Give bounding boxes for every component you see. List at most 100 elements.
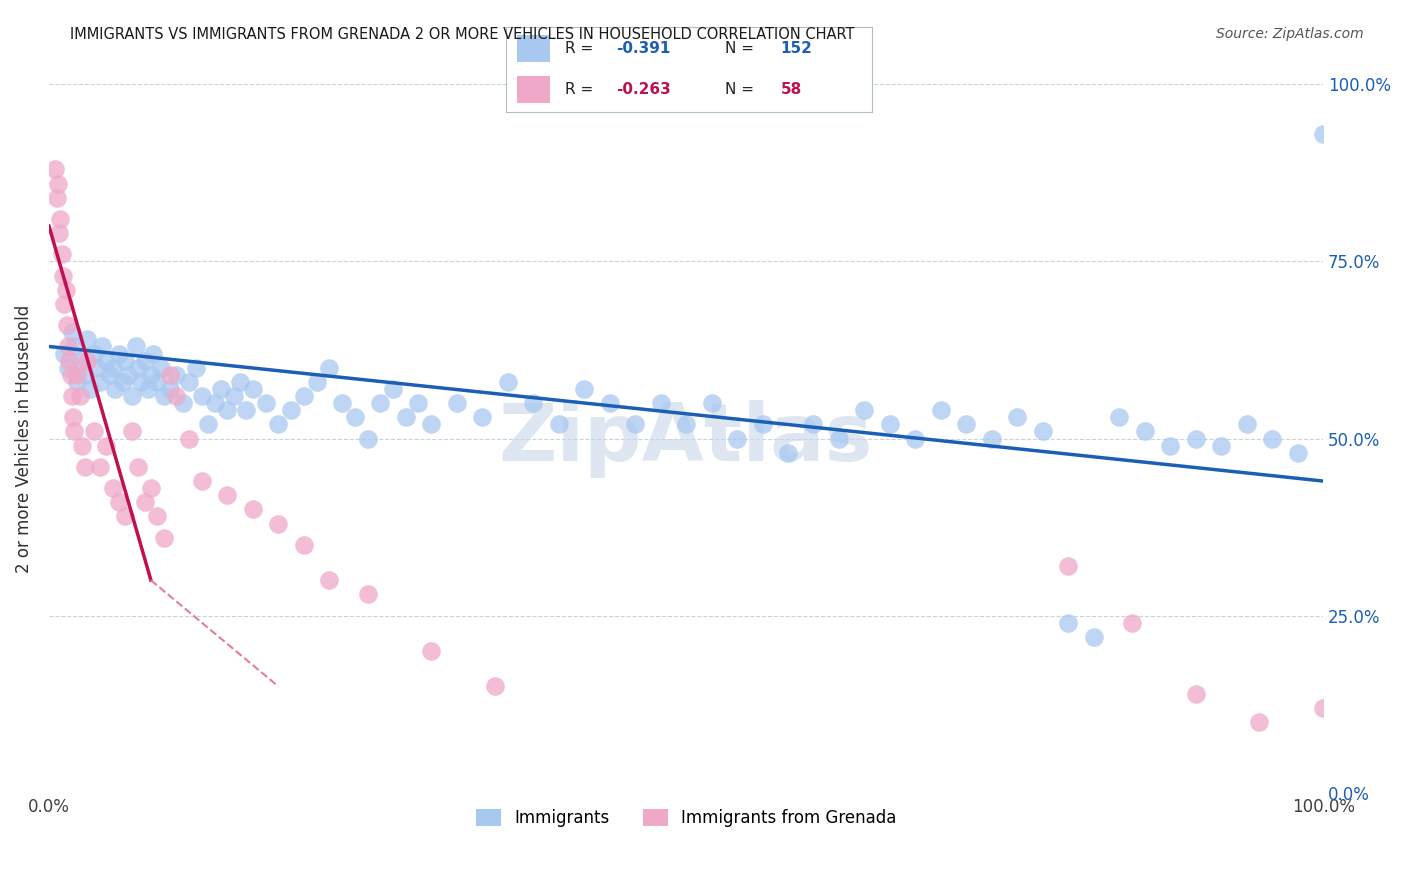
Point [751, 417, 773, 432]
Point [267, 417, 290, 432]
Point [73, 459, 96, 474]
Point [700, 396, 723, 410]
Point [63, 425, 86, 439]
Legend: Immigrants, Immigrants from Grenada: Immigrants, Immigrants from Grenada [470, 803, 903, 834]
Point [159, 382, 181, 396]
Point [150, 360, 173, 375]
Point [1007, 410, 1029, 425]
Point [127, 459, 149, 474]
Point [382, 382, 405, 396]
Point [330, 396, 353, 410]
Point [267, 516, 290, 531]
Point [484, 680, 506, 694]
Point [73, 368, 96, 382]
Point [599, 396, 621, 410]
Point [292, 538, 315, 552]
Point [980, 432, 1002, 446]
Point [114, 509, 136, 524]
Point [59, 368, 82, 382]
Point [56, 339, 79, 353]
Point [104, 382, 127, 396]
Point [446, 396, 468, 410]
Point [197, 417, 219, 432]
Point [254, 396, 277, 410]
Point [522, 396, 544, 410]
Point [725, 432, 748, 446]
Point [66, 368, 89, 382]
Point [83, 425, 105, 439]
Point [142, 346, 165, 360]
Point [318, 360, 340, 375]
Point [1032, 425, 1054, 439]
Point [121, 425, 143, 439]
Point [89, 375, 111, 389]
Point [55, 283, 77, 297]
Point [48, 226, 70, 240]
Point [138, 382, 160, 396]
Point [146, 509, 169, 524]
Point [191, 474, 214, 488]
Point [547, 417, 569, 432]
Text: 152: 152 [780, 41, 813, 56]
Point [53, 346, 76, 360]
Point [1057, 615, 1080, 630]
Point [209, 382, 232, 396]
Point [45, 191, 67, 205]
Point [572, 382, 595, 396]
Point [165, 389, 187, 403]
Point [229, 375, 252, 389]
Y-axis label: 2 or more Vehicles in Household: 2 or more Vehicles in Household [15, 304, 32, 573]
Point [879, 417, 901, 432]
Point [96, 439, 118, 453]
Point [152, 389, 174, 403]
Point [828, 432, 851, 446]
Point [49, 212, 72, 227]
Point [52, 268, 75, 283]
Point [53, 297, 76, 311]
Point [134, 495, 156, 509]
Point [803, 417, 825, 432]
Point [114, 353, 136, 368]
Point [139, 481, 162, 495]
Text: Source: ZipAtlas.com: Source: ZipAtlas.com [1216, 27, 1364, 41]
Point [471, 410, 494, 425]
Point [96, 353, 118, 368]
Point [159, 368, 181, 382]
Point [650, 396, 672, 410]
Point [83, 346, 105, 360]
Point [955, 417, 977, 432]
Point [179, 432, 201, 446]
Point [56, 318, 79, 333]
Point [108, 495, 131, 509]
Point [242, 382, 264, 396]
Point [129, 375, 152, 389]
Point [624, 417, 647, 432]
Point [496, 375, 519, 389]
Point [62, 410, 84, 425]
Point [60, 326, 83, 340]
Point [1121, 615, 1143, 630]
Point [1133, 425, 1156, 439]
Point [395, 410, 418, 425]
Point [134, 353, 156, 368]
Point [172, 396, 194, 410]
Point [63, 339, 86, 353]
Text: R =: R = [565, 41, 598, 56]
Point [1312, 127, 1334, 141]
Point [69, 389, 91, 403]
Point [1286, 446, 1309, 460]
Point [101, 481, 124, 495]
Point [318, 573, 340, 587]
Bar [517, 36, 550, 62]
Point [235, 403, 257, 417]
Point [292, 389, 315, 403]
Point [139, 368, 162, 382]
Point [69, 353, 91, 368]
Point [127, 360, 149, 375]
Point [1159, 439, 1181, 453]
Text: N =: N = [725, 41, 759, 56]
Point [86, 360, 108, 375]
Point [44, 162, 66, 177]
Text: -0.391: -0.391 [616, 41, 671, 56]
Text: 58: 58 [780, 82, 801, 97]
